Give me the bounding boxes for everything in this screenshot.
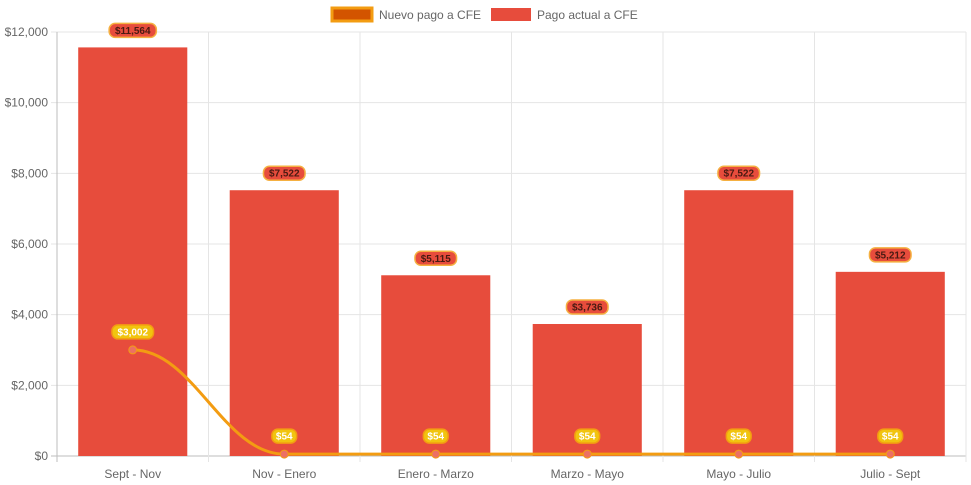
bar[interactable] <box>78 47 188 456</box>
bar[interactable] <box>684 190 794 457</box>
y-tick-label: $8,000 <box>11 166 48 180</box>
line-data-label: $54 <box>271 428 298 444</box>
y-tick-label: $12,000 <box>5 25 49 39</box>
line-point[interactable] <box>431 449 441 459</box>
line-data-label-text: $54 <box>730 432 747 443</box>
bar-data-label: $3,736 <box>565 299 609 315</box>
data-labels: $11,564 $7,522 $5,115 $3,736 $7,522 $5,212 $3,… <box>108 22 912 444</box>
line-point[interactable] <box>582 449 592 459</box>
legend-label-nuevo-pago: Nuevo pago a CFE <box>379 8 481 22</box>
line-point[interactable] <box>885 449 895 459</box>
bar[interactable] <box>229 190 339 457</box>
line-data-label-text: $54 <box>427 432 444 443</box>
bar-data-label-text: $7,522 <box>723 169 754 180</box>
bar-data-label-text: $5,115 <box>421 254 451 265</box>
line-point[interactable] <box>279 449 289 459</box>
x-tick-label: Mayo - Julio <box>706 467 771 481</box>
y-axis: $0 $2,000 $4,000 $6,000 $8,000 $10,000 $12,000 <box>5 25 49 463</box>
x-tick-label: Enero - Marzo <box>398 467 474 481</box>
line-data-label-text: $54 <box>276 432 293 443</box>
line-series <box>128 345 895 459</box>
x-tick-label: Sept - Nov <box>104 467 161 481</box>
bar-data-label: $11,564 <box>108 22 158 39</box>
line-data-label-text: $3,002 <box>117 327 148 338</box>
legend-item-nuevo-pago[interactable]: Nuevo pago a CFE <box>330 6 481 23</box>
line-data-label: $54 <box>877 428 904 444</box>
bar-data-label-text: $5,212 <box>875 250 906 261</box>
bar-data-label: $5,212 <box>868 247 912 263</box>
legend-label-pago-actual: Pago actual a CFE <box>537 8 638 22</box>
legend-item-pago-actual[interactable]: Pago actual a CFE <box>491 8 638 22</box>
x-tick-label: Marzo - Mayo <box>551 467 625 481</box>
y-tick-label: $2,000 <box>11 378 48 392</box>
y-tick-label: $4,000 <box>11 308 48 322</box>
x-axis: Sept - Nov Nov - Enero Enero - Marzo Marzo … <box>104 467 921 481</box>
bar-data-label: $5,115 <box>414 250 458 267</box>
line-data-label-text: $54 <box>579 432 596 443</box>
x-tick-label: Nov - Enero <box>252 467 316 481</box>
line-data-label: $54 <box>422 428 449 444</box>
legend: Nuevo pago a CFE Pago actual a CFE <box>330 6 638 23</box>
bar-data-label-text: $7,522 <box>269 169 300 180</box>
bar[interactable] <box>835 271 945 456</box>
bar-series <box>78 47 945 457</box>
bar[interactable] <box>381 275 491 456</box>
grid <box>51 31 967 462</box>
legend-swatch-nuevo-pago <box>330 6 374 23</box>
line-data-label-text: $54 <box>882 432 899 443</box>
y-tick-label: $10,000 <box>5 96 49 110</box>
y-tick-label: $6,000 <box>11 237 48 251</box>
line-data-label: $3,002 <box>111 324 155 340</box>
x-tick-label: Julio - Sept <box>860 467 921 481</box>
bar-data-label-text: $3,736 <box>572 302 603 313</box>
bar-data-label: $7,522 <box>717 165 761 181</box>
line-point[interactable] <box>734 449 744 459</box>
bar-data-label: $7,522 <box>262 165 306 181</box>
line-data-label: $54 <box>574 428 601 444</box>
y-tick-label: $0 <box>35 449 49 463</box>
line-point[interactable] <box>128 345 138 355</box>
bar-data-label-text: $11,564 <box>115 26 151 37</box>
line-data-label: $54 <box>725 428 752 444</box>
line-path <box>132 348 891 456</box>
legend-swatch-pago-actual <box>491 8 531 21</box>
